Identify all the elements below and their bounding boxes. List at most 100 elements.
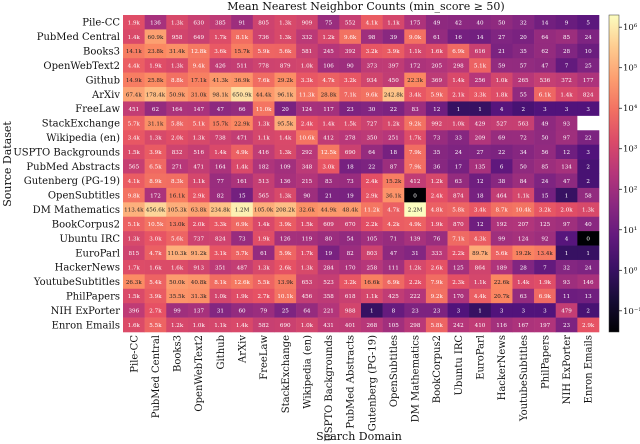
- heatmap-cell: [187, 72, 210, 88]
- heatmap-cell: [339, 115, 362, 131]
- cell-value-label: 21: [498, 49, 505, 55]
- heatmap-cell: [274, 130, 297, 145]
- cell-value-label: 1.3k: [279, 193, 292, 199]
- cell-value-label: 16: [455, 35, 463, 41]
- heatmap-cell: [512, 245, 535, 261]
- heatmap-cell: [404, 245, 427, 261]
- cell-value-label: 1.2k: [387, 121, 400, 127]
- cell-value-label: 245: [323, 49, 334, 55]
- heatmap-cell: [274, 159, 297, 174]
- heatmap-cell: [339, 288, 362, 304]
- heatmap-cell: [123, 288, 145, 304]
- heatmap-cell: [144, 231, 167, 246]
- cell-value-label: 1.4k: [214, 150, 227, 156]
- column-label: Pile-CC: [129, 335, 140, 373]
- row-label: HackerNews: [55, 263, 120, 274]
- heatmap-cell: [144, 202, 167, 218]
- cell-value-label: 5.8k: [431, 323, 444, 329]
- heatmap-cell: [231, 159, 254, 174]
- row-label: DM Mathematics: [33, 205, 120, 216]
- heatmap-cell: [577, 144, 600, 160]
- heatmap-cell: [231, 130, 254, 145]
- cell-value-label: 12: [433, 107, 441, 113]
- heatmap-cell: [425, 202, 448, 218]
- cell-value-label: 5.5k: [149, 323, 162, 329]
- heatmap-cell: [404, 58, 427, 73]
- heatmap-cell: [274, 187, 297, 203]
- cell-value-label: 7: [543, 265, 547, 271]
- heatmap-cell: [361, 115, 383, 131]
- heatmap-cell: [534, 159, 557, 174]
- heatmap-cell: [404, 43, 427, 59]
- cell-value-label: 803: [366, 251, 377, 257]
- heatmap-cell: [339, 259, 362, 275]
- cell-value-label: 221: [323, 309, 334, 315]
- heatmap-cells: 1.9k 136 1.3k 630 385 91 805 1.3k 909 75 552 4.1k 1.…: [123, 15, 600, 333]
- cell-value-label: 450: [388, 78, 399, 84]
- column-label: Ubuntu IRC: [454, 335, 465, 396]
- cell-value-label: 35: [520, 49, 528, 55]
- heatmap-cell: [187, 130, 210, 145]
- cell-value-label: 109: [280, 164, 291, 170]
- heatmap-cell: [231, 173, 254, 189]
- cell-value-label: 1.6k: [431, 49, 444, 55]
- cell-value-label: 4: [565, 237, 569, 243]
- cell-value-label: 90: [303, 193, 311, 199]
- heatmap-cell: [274, 173, 297, 189]
- cell-value-label: 147: [193, 107, 204, 113]
- heatmap-cell: [274, 259, 297, 275]
- heatmap-cell: [296, 144, 319, 160]
- heatmap-cell: [187, 173, 210, 189]
- cell-value-label: 67.4k: [126, 92, 142, 98]
- cell-value-label: 3.2k: [344, 280, 357, 286]
- heatmap-cell: [469, 87, 492, 102]
- heatmap-cell: [296, 87, 319, 102]
- cell-value-label: 4.7k: [387, 208, 400, 214]
- heatmap-cell: [404, 29, 427, 45]
- heatmap-cell: [577, 259, 600, 275]
- heatmap-cell: [209, 115, 232, 131]
- cell-value-label: 350: [366, 136, 377, 142]
- heatmap-cell: [361, 29, 383, 45]
- cell-value-label: 805: [258, 20, 269, 26]
- heatmap-cell: [404, 259, 427, 275]
- heatmap-cell: [555, 115, 578, 131]
- heatmap-cell: [469, 187, 492, 203]
- cell-value-label: 8: [392, 309, 396, 315]
- cell-value-label: 649: [193, 35, 204, 41]
- heatmap-cell: [555, 101, 578, 117]
- cell-value-label: 778: [258, 64, 269, 70]
- heatmap-cell: [361, 15, 383, 30]
- heatmap-cell: [555, 187, 578, 203]
- column-label: StackExchange: [281, 335, 292, 413]
- cell-value-label: 471: [193, 164, 204, 170]
- cell-value-label: 832: [172, 150, 183, 156]
- cell-value-label: 6.9k: [236, 222, 249, 228]
- cell-value-label: 1.1k: [257, 136, 270, 142]
- heatmap-cell: [555, 259, 578, 275]
- cell-value-label: 552: [345, 20, 356, 26]
- cell-value-label: 22.9k: [234, 121, 250, 127]
- heatmap-cell: [469, 29, 492, 45]
- heatmap-cell: [361, 288, 383, 304]
- heatmap-cell: [404, 101, 427, 117]
- cell-value-label: 2.3k: [452, 280, 465, 286]
- heatmap-cell: [274, 87, 297, 102]
- cell-value-label: 90: [347, 64, 355, 70]
- cell-value-label: 3: [543, 309, 547, 315]
- cell-value-label: 1.4k: [279, 136, 292, 142]
- cell-value-label: 99: [498, 237, 506, 243]
- cell-value-label: 12: [476, 179, 484, 185]
- cell-value-label: 14.9k: [126, 78, 142, 84]
- heatmap-cell: [252, 317, 275, 333]
- cell-value-label: 536: [540, 78, 551, 84]
- cell-value-label: 1.3k: [193, 136, 206, 142]
- heatmap-cell: [123, 87, 145, 102]
- heatmap-cell: [512, 216, 535, 232]
- heatmap-cell: [425, 101, 448, 117]
- cell-value-label: 9.0k: [409, 35, 422, 41]
- heatmap-cell: [469, 259, 492, 275]
- heatmap-cell: [447, 29, 470, 45]
- heatmap-cell: [274, 245, 297, 261]
- heatmap-cell: [187, 159, 210, 174]
